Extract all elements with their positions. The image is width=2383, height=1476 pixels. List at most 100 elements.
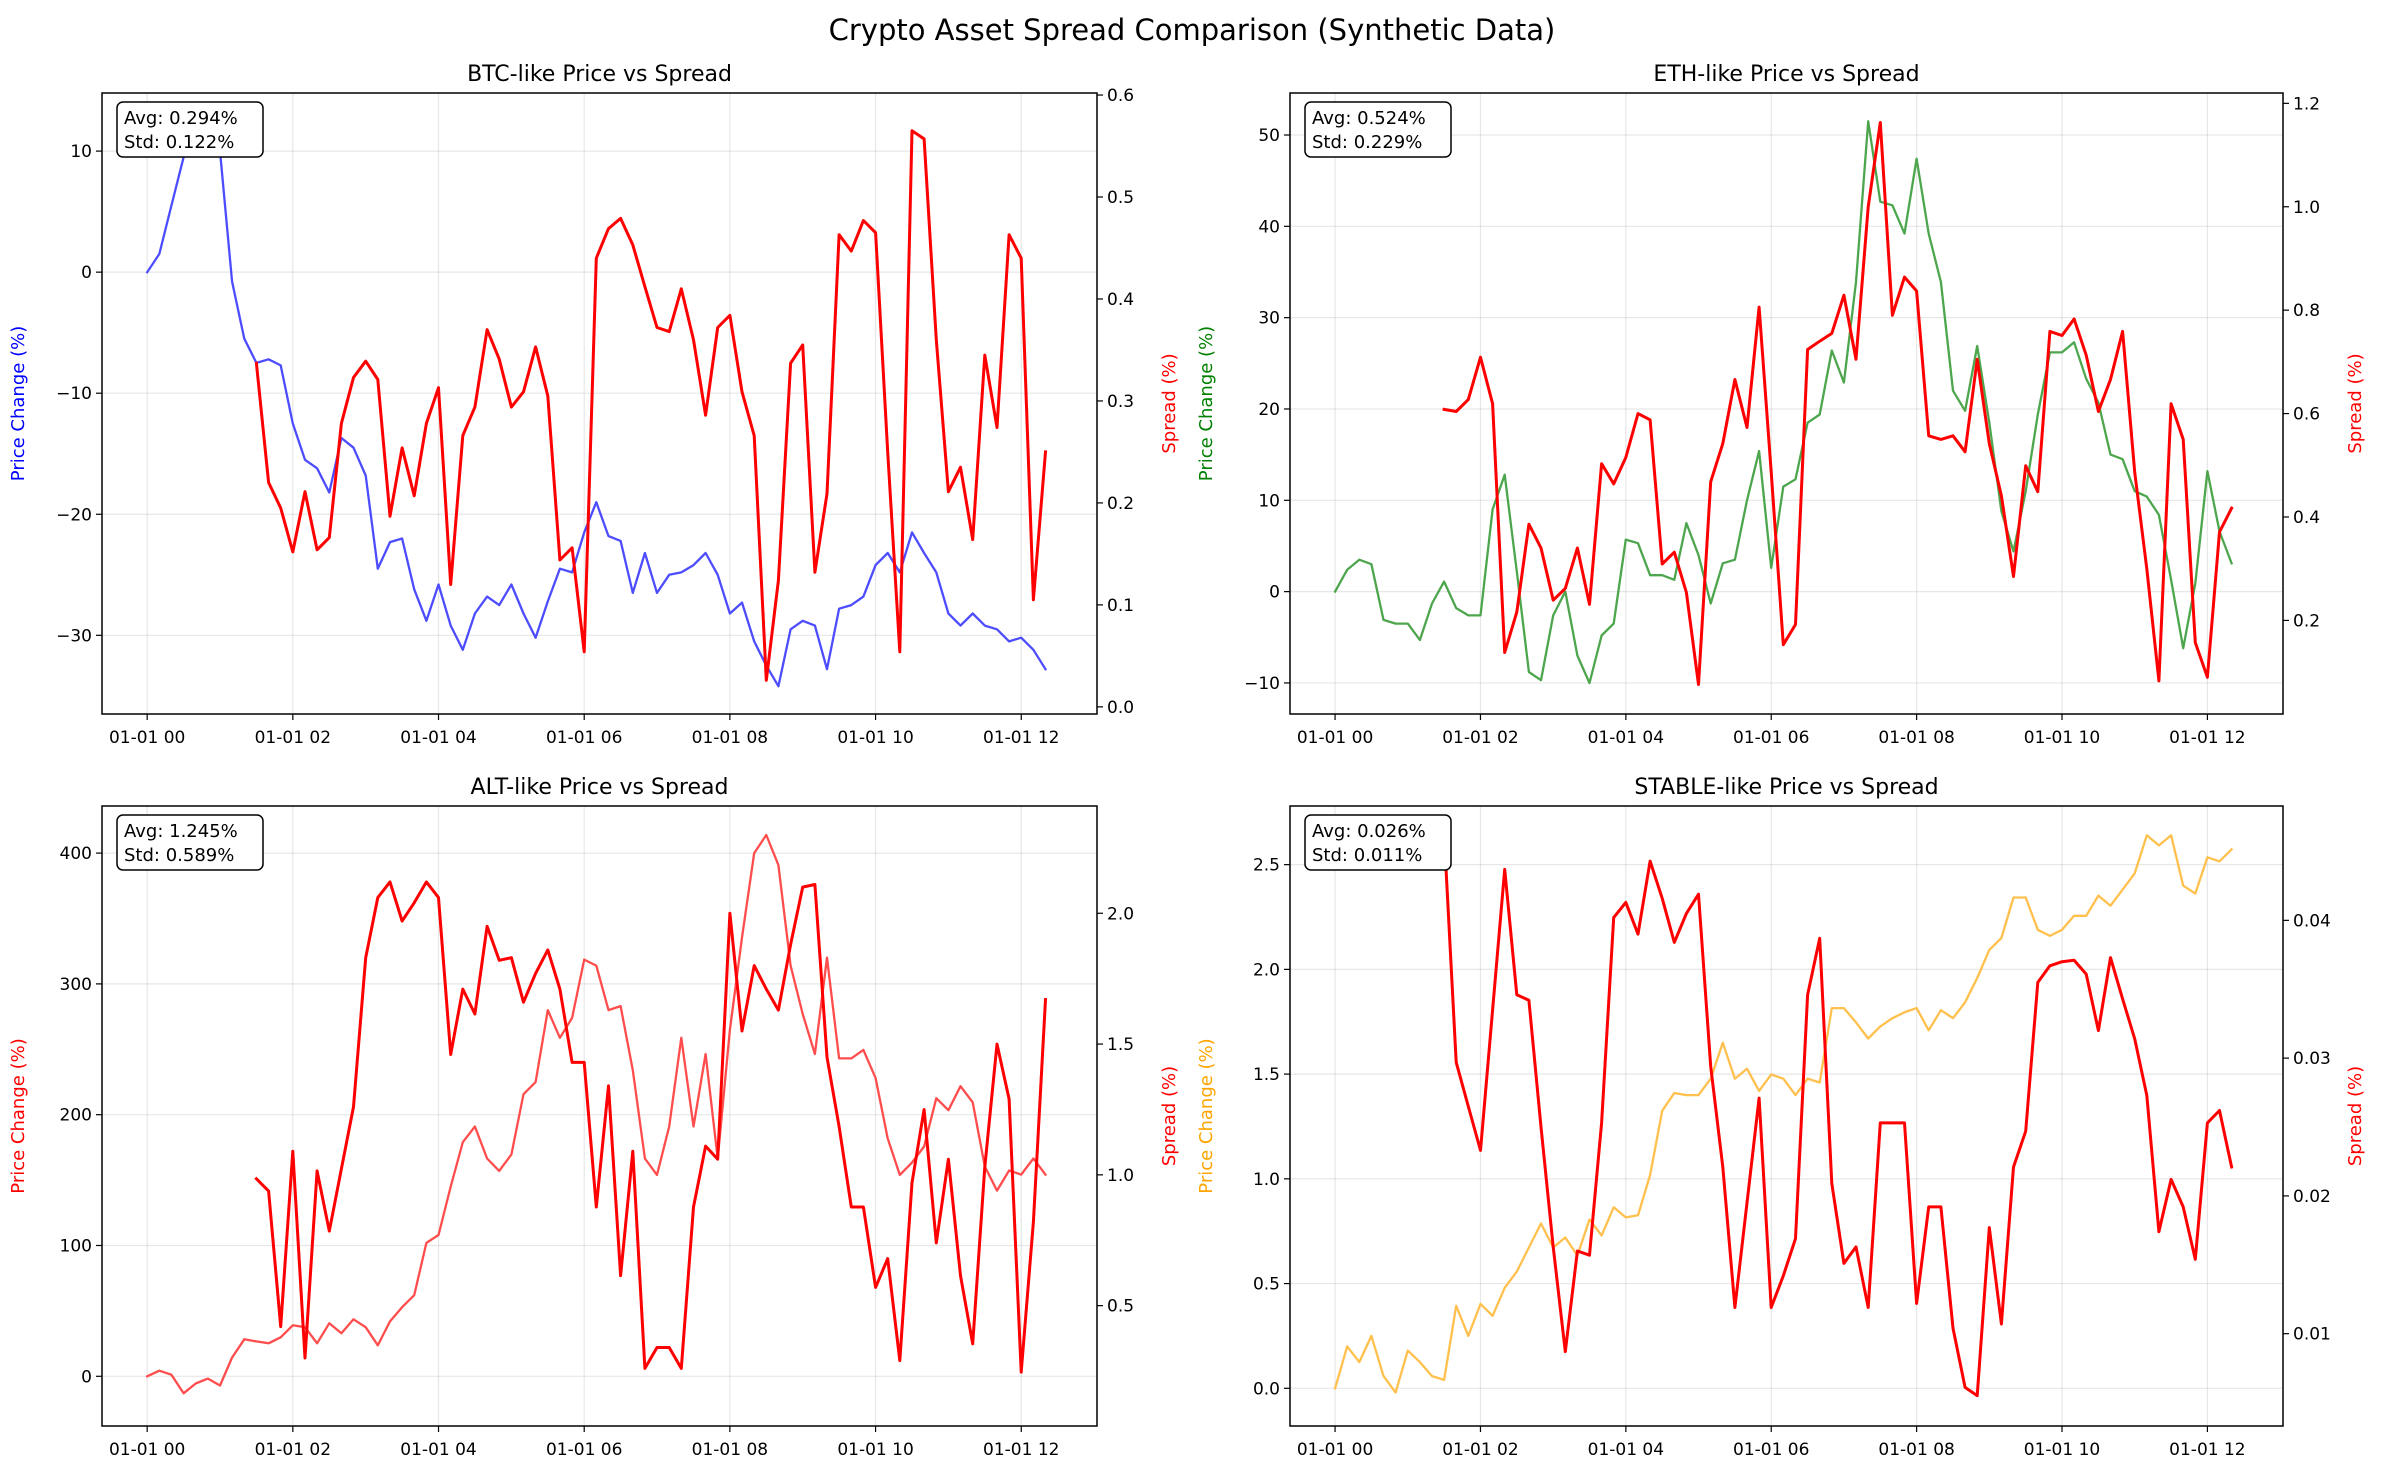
left-tick-label: 10	[70, 142, 92, 162]
right-axis-label: Spread (%)	[2345, 1066, 2366, 1166]
left-tick-label: 0	[81, 1367, 92, 1387]
axes-frame	[1289, 92, 2284, 715]
left-tick-label: 2.0	[1253, 960, 1280, 980]
x-tick-label: 01-01 10	[837, 728, 913, 748]
right-axis-label: Spread (%)	[1159, 1066, 1180, 1166]
right-tick-label: 0.03	[2293, 1049, 2331, 1069]
right-tick-label: 1.2	[2293, 94, 2320, 114]
subplot-stable: 01-01 00 01-01 02 01-01 04 01-01 06 01-01 08…	[1196, 775, 2366, 1460]
left-tick-label: −30	[56, 626, 92, 646]
left-tick-label: −20	[56, 505, 92, 525]
x-tick-label: 01-01 02	[1442, 728, 1518, 748]
left-axis-label: Price Change (%)	[8, 326, 29, 481]
left-tick-label: 200	[60, 1106, 92, 1126]
right-tick-label: 1.5	[1107, 1035, 1134, 1055]
x-tick-label: 01-01 12	[2169, 728, 2245, 748]
x-tick-label: 01-01 08	[692, 728, 768, 748]
right-tick-label: 0.02	[2293, 1187, 2331, 1207]
subplot-eth: 01-01 00 01-01 02 01-01 04 01-01 06 01-01 08…	[1196, 62, 2366, 748]
std-spread-text: Std: 0.122%	[124, 132, 234, 153]
avg-spread-text: Avg: 0.524%	[1312, 108, 1426, 129]
right-tick-label: 0.04	[2293, 911, 2331, 931]
x-tick-label: 01-01 04	[400, 728, 476, 748]
subplot-alt: 01-01 00 01-01 02 01-01 04 01-01 06 01-01 08…	[8, 775, 1180, 1460]
stats-box-frame	[116, 814, 264, 871]
left-tick-label: 400	[60, 844, 92, 864]
left-tick-label: 2.5	[1253, 856, 1280, 876]
x-tick-label: 01-01 00	[109, 728, 185, 748]
stats-box: Avg: 0.026% Std: 0.011%	[1304, 814, 1452, 871]
std-spread-text: Std: 0.589%	[124, 845, 234, 866]
left-tick-label: 0	[1269, 583, 1280, 603]
left-tick-label: 1.0	[1253, 1170, 1280, 1190]
subplot-title: STABLE-like Price vs Spread	[1634, 775, 1938, 800]
x-tick-label: 01-01 00	[1297, 728, 1373, 748]
right-tick-label: 2.0	[1107, 904, 1134, 924]
x-tick-label: 01-01 06	[1733, 1440, 1809, 1460]
right-tick-label: 0.1	[1107, 596, 1134, 616]
left-axis-label: Price Change (%)	[1196, 1038, 1217, 1193]
x-tick-label: 01-01 06	[546, 728, 622, 748]
x-tick-label: 01-01 08	[692, 1440, 768, 1460]
x-tick-label: 01-01 12	[983, 1440, 1059, 1460]
right-tick-label: 0.2	[2293, 611, 2320, 631]
spread-series	[254, 880, 1048, 1374]
spread-line	[254, 129, 1048, 682]
right-tick-label: 0.5	[1107, 1297, 1134, 1317]
left-tick-label: 0.5	[1253, 1275, 1280, 1295]
x-tick-label: 01-01 10	[2024, 728, 2100, 748]
left-tick-label: 0	[81, 263, 92, 283]
left-axis-label: Price Change (%)	[1196, 326, 1217, 481]
stats-box-frame	[1304, 814, 1452, 871]
x-tick-label: 01-01 02	[255, 1440, 331, 1460]
x-tick-label: 01-01 10	[2024, 1440, 2100, 1460]
spread-series	[254, 129, 1048, 682]
avg-spread-text: Avg: 0.026%	[1312, 821, 1426, 842]
stats-box: Avg: 1.245% Std: 0.589%	[116, 814, 264, 871]
price-change-line	[1333, 120, 2234, 685]
right-tick-label: 0.4	[2293, 508, 2320, 528]
right-tick-label: 0.3	[1107, 392, 1134, 412]
x-tick-label: 01-01 02	[255, 728, 331, 748]
spread-line	[1442, 121, 2234, 686]
left-tick-label: −10	[56, 384, 92, 404]
left-tick-label: 40	[1258, 217, 1280, 237]
std-spread-text: Std: 0.011%	[1312, 845, 1422, 866]
x-tick-label: 01-01 10	[837, 1440, 913, 1460]
right-tick-label: 1.0	[1107, 1166, 1134, 1186]
avg-spread-text: Avg: 1.245%	[124, 821, 238, 842]
right-tick-label: 0.8	[2293, 301, 2320, 321]
right-tick-label: 0.6	[2293, 405, 2320, 425]
price-change-series	[145, 833, 1048, 1395]
spread-series	[1442, 830, 2234, 1398]
right-tick-label: 0.2	[1107, 494, 1134, 514]
left-tick-label: 100	[60, 1236, 92, 1256]
x-tick-label: 01-01 04	[1588, 1440, 1664, 1460]
x-tick-label: 01-01 08	[1878, 728, 1954, 748]
left-tick-label: 30	[1258, 309, 1280, 329]
stats-box-frame	[116, 101, 264, 158]
x-tick-label: 01-01 04	[400, 1440, 476, 1460]
x-tick-label: 01-01 06	[546, 1440, 622, 1460]
figure-title: Crypto Asset Spread Comparison (Syntheti…	[829, 13, 1556, 47]
left-tick-label: 0.0	[1253, 1379, 1280, 1399]
avg-spread-text: Avg: 0.294%	[124, 108, 238, 129]
right-axis-label: Spread (%)	[1159, 353, 1180, 453]
right-tick-label: 0.6	[1107, 86, 1134, 106]
left-tick-label: 20	[1258, 400, 1280, 420]
x-tick-label: 01-01 12	[2169, 1440, 2245, 1460]
price-change-line	[1333, 834, 2234, 1394]
x-tick-label: 01-01 06	[1733, 728, 1809, 748]
left-tick-label: −10	[1244, 674, 1280, 694]
stats-box: Avg: 0.294% Std: 0.122%	[116, 101, 264, 158]
price-change-line	[145, 833, 1048, 1395]
subplot-title: ALT-like Price vs Spread	[471, 775, 729, 800]
x-tick-label: 01-01 12	[983, 728, 1059, 748]
spread-line	[1442, 830, 2234, 1398]
subplot-title: BTC-like Price vs Spread	[467, 62, 732, 87]
right-tick-label: 1.0	[2293, 198, 2320, 218]
x-tick-label: 01-01 04	[1588, 728, 1664, 748]
price-change-series	[1333, 834, 2234, 1394]
x-tick-label: 01-01 00	[109, 1440, 185, 1460]
